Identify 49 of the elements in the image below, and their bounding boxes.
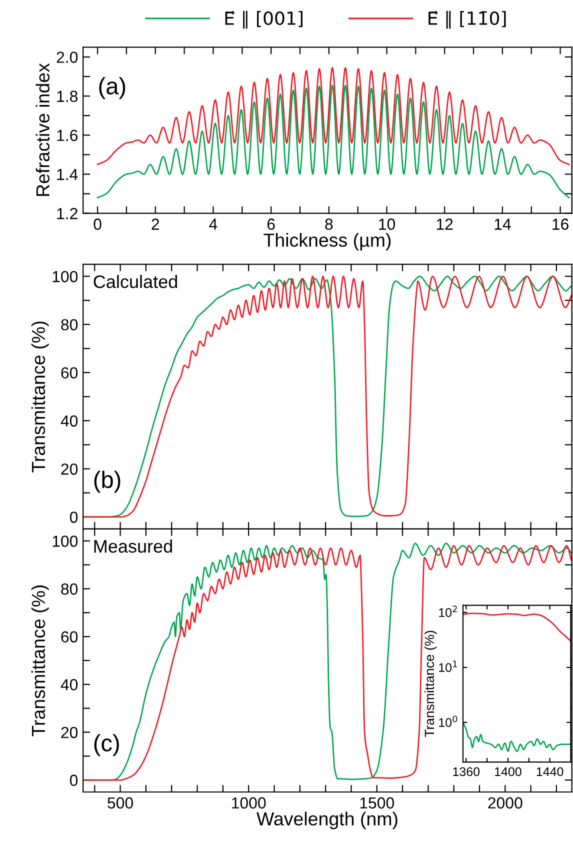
y-tick-label: 100 (52, 270, 78, 282)
y-tick-label: 100 (52, 536, 78, 547)
y-tick-label: 2.0 (56, 52, 78, 63)
y-axis-title: Refractive index (36, 63, 50, 196)
x-tick-label: 1400 (495, 767, 522, 776)
y-tick-label: 10$^{1}$ (439, 660, 457, 672)
x-tick-label: 2 (152, 218, 160, 230)
annotation: Measured (94, 540, 172, 553)
x-tick-label: 8 (325, 218, 333, 230)
y-tick-label: 80 (61, 319, 78, 330)
x-axis-title: Wavelength (nm) (256, 812, 398, 830)
y-tick-label: 40 (60, 679, 78, 690)
y-tick-label: 20 (61, 463, 78, 475)
legend-label: E⃗ ∥ [11̄0] (428, 10, 506, 29)
x-tick-label: 12 (436, 218, 453, 230)
y-tick-label: 1.8 (57, 90, 78, 102)
y-axis-title: Transmittance (%) (31, 585, 49, 736)
x-tick-label: 6 (267, 218, 275, 230)
annotation: (c) (94, 734, 119, 756)
x-tick-label: 500 (108, 797, 133, 809)
x-tick-label: 1440 (536, 767, 564, 776)
y-tick-label: 10$^{2}$ (439, 606, 457, 617)
x-tick-label: 4 (209, 218, 218, 230)
x-tick-label: 16 (552, 218, 568, 230)
y-axis-title: Transmittance (%) (31, 322, 49, 472)
x-axis-title: Thickness (µm) (264, 233, 391, 251)
y-tick-label: 40 (60, 415, 78, 427)
x-tick-label: 10 (379, 218, 396, 230)
y-tick-label: 1.6 (57, 130, 78, 142)
y-tick-label: 1.2 (57, 208, 78, 220)
y-tick-label: 0 (70, 774, 78, 786)
y-axis-title: Transmittance (%) (424, 630, 437, 738)
x-tick-label: 0 (94, 218, 102, 230)
y-tick-label: 60 (61, 367, 78, 379)
y-tick-label: 10$^{0}$ (439, 716, 458, 727)
annotation: (b) (94, 470, 120, 493)
legend-label: E⃗ ∥ [001] (225, 10, 302, 29)
y-tick-label: 20 (61, 726, 78, 738)
x-tick-label: 2000 (488, 797, 522, 809)
y-tick-label: 0 (70, 512, 78, 523)
annotation: (a) (99, 77, 126, 100)
annotation: Calculated (94, 274, 178, 288)
y-tick-label: 1.4 (57, 169, 78, 180)
x-tick-label: 1360 (453, 767, 480, 776)
x-tick-label: 1000 (232, 797, 266, 809)
y-tick-label: 80 (61, 583, 78, 595)
y-tick-label: 60 (61, 631, 78, 643)
x-tick-label: 14 (494, 218, 511, 230)
x-tick-label: 1500 (360, 797, 394, 809)
